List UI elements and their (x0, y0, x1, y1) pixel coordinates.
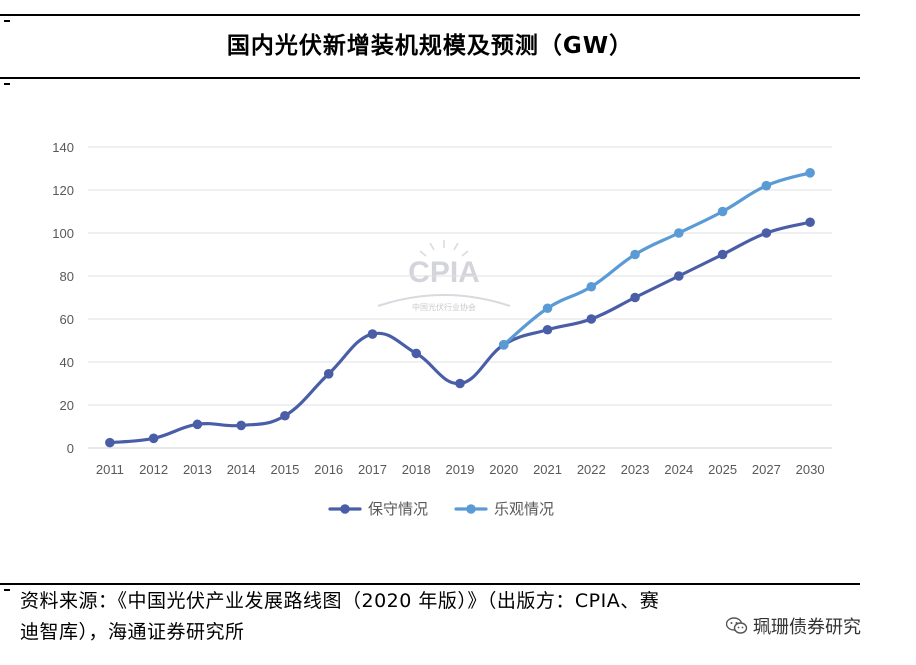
x-tick-label: 2023 (621, 462, 650, 477)
data-point-optimistic-2023 (630, 249, 640, 260)
wechat-account-name: 珮珊债券研究 (753, 617, 861, 638)
title-rule (0, 77, 860, 79)
x-tick-label: 2011 (96, 462, 124, 477)
legend-marker-conservative (340, 504, 350, 514)
x-tick-label: 2025 (708, 462, 737, 477)
watermark-swoosh (377, 294, 511, 307)
watermark-text: CPIA (408, 256, 480, 289)
data-point-conservative-2012 (148, 433, 159, 444)
footer-rule (0, 583, 860, 585)
data-point-conservative-2022 (586, 314, 597, 324)
data-point-conservative-2017 (367, 329, 378, 339)
data-point-optimistic-2030 (805, 168, 815, 178)
chart-title: 国内光伏新增装机规模及预测（GW） (226, 33, 634, 59)
data-point-optimistic-2025 (717, 206, 728, 217)
x-tick-label: 2024 (664, 462, 693, 477)
data-point-conservative-2023 (630, 292, 640, 303)
source-note: 资料来源：《中国光伏产业发展路线图（2020 年版）》（出版方：CPIA、赛 迪… (20, 586, 850, 648)
sun-rays-icon (419, 240, 469, 257)
data-point-optimistic-2020 (498, 340, 509, 350)
data-point-optimistic-2027 (761, 180, 772, 191)
y-tick-label: 140 (52, 140, 74, 155)
legend-marker-optimistic (466, 504, 476, 514)
data-point-optimistic-2024 (674, 228, 684, 238)
x-tick-label: 2012 (139, 462, 168, 477)
x-tick-label: 2019 (446, 462, 475, 477)
data-point-conservative-2014 (236, 420, 246, 431)
data-point-conservative-2025 (717, 249, 728, 260)
data-point-conservative-2018 (411, 348, 422, 359)
x-tick-label: 2020 (489, 462, 518, 477)
data-point-conservative-2021 (542, 324, 553, 335)
data-point-conservative-2016 (323, 369, 334, 379)
y-tick-label: 20 (60, 398, 74, 413)
source-line-1: 资料来源：《中国光伏产业发展路线图（2020 年版）》（出版方：CPIA、赛 (20, 590, 660, 612)
y-tick-label: 100 (52, 226, 74, 241)
data-point-conservative-2011 (105, 437, 115, 448)
wechat-icon (726, 617, 748, 634)
x-tick-label: 2030 (796, 462, 825, 477)
data-point-conservative-2027 (761, 228, 772, 238)
line-chart: CPIA 中国光伏行业协会 0 20 40 60 80 100 120 140 2011 201… (52, 140, 832, 518)
series-conservative (105, 217, 815, 448)
x-tick-label: 2015 (270, 462, 299, 477)
footer-rule-marker (4, 589, 10, 591)
x-tick-label: 2013 (183, 462, 212, 477)
source-line-2: 迪智库），海通证券研究所 (20, 621, 245, 643)
legend-label-optimistic: 乐观情况 (494, 500, 554, 518)
data-point-conservative-2015 (280, 410, 290, 421)
watermark-subtext: 中国光伏行业协会 (412, 302, 476, 312)
x-tick-label: 2016 (314, 462, 343, 477)
x-tick-label: 2022 (577, 462, 606, 477)
y-tick-label: 40 (60, 355, 74, 370)
data-point-conservative-2030 (805, 217, 815, 228)
data-point-conservative-2013 (192, 419, 203, 430)
y-tick-label: 0 (67, 441, 74, 456)
y-tick-label: 80 (60, 269, 74, 284)
data-point-optimistic-2022 (586, 281, 597, 292)
cpia-watermark: CPIA 中国光伏行业协会 (377, 240, 511, 312)
x-tick-label: 2027 (752, 462, 781, 477)
title-rule-marker (4, 83, 10, 85)
top-rule (0, 14, 860, 16)
series-optimistic (498, 168, 815, 350)
wechat-watermark: 珮珊债券研究 (726, 613, 861, 639)
legend-label-conservative: 保守情况 (368, 500, 428, 518)
x-tick-label: 2014 (227, 462, 256, 477)
y-tick-label: 120 (52, 183, 74, 198)
y-tick-label: 60 (60, 312, 74, 327)
data-point-conservative-2019 (455, 378, 465, 389)
x-tick-label: 2017 (358, 462, 387, 477)
top-rule-marker (4, 20, 10, 22)
data-point-optimistic-2021 (542, 303, 553, 314)
data-point-conservative-2024 (674, 271, 684, 281)
x-tick-label: 2018 (402, 462, 431, 477)
x-tick-label: 2021 (533, 462, 562, 477)
